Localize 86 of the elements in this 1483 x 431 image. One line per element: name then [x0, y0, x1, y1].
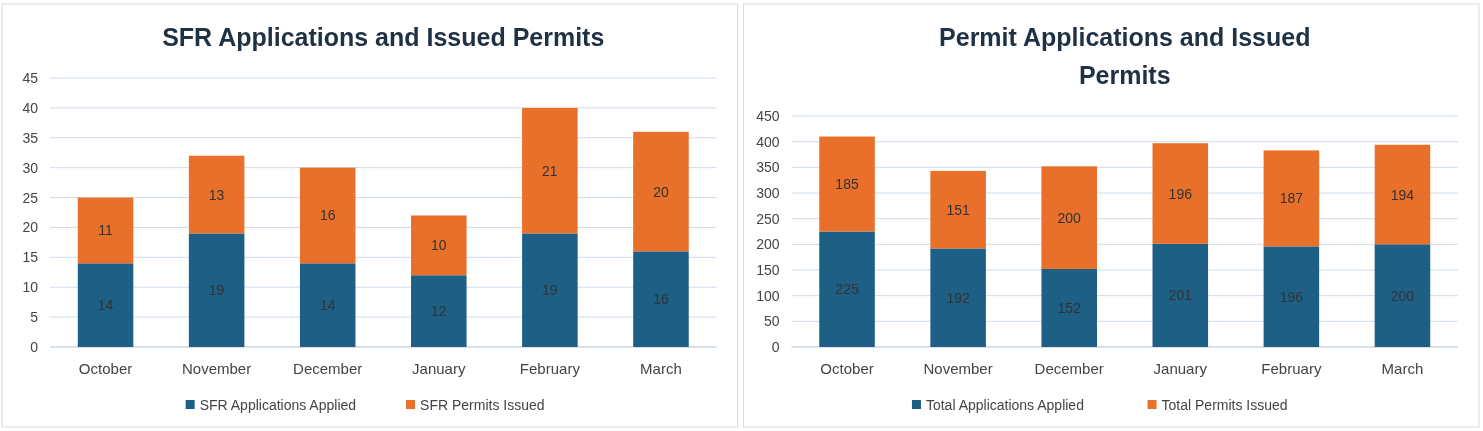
- data-label: 185: [835, 176, 859, 193]
- x-tick-label: March: [1381, 360, 1424, 377]
- legend-label: SFR Permits Issued: [420, 397, 545, 413]
- x-tick-label: February: [1261, 360, 1322, 377]
- bar: [633, 251, 689, 347]
- x-tick-label: December: [1034, 360, 1104, 377]
- legend-label: Total Applications Applied: [925, 397, 1084, 413]
- bar: [77, 263, 134, 347]
- y-tick-label: 5: [30, 309, 39, 326]
- bar: [522, 233, 578, 347]
- chart-title: SFR Applications and Issued Permits: [162, 23, 605, 51]
- bar: [930, 170, 986, 249]
- data-label: 151: [946, 201, 971, 218]
- bar: [299, 167, 356, 264]
- bar: [188, 233, 245, 347]
- bar: [188, 155, 245, 234]
- data-label: 196: [1279, 288, 1304, 305]
- y-tick-label: 30: [22, 159, 39, 176]
- y-tick-label: 10: [22, 279, 39, 296]
- bar: [1041, 268, 1097, 347]
- data-label: 13: [208, 186, 225, 203]
- y-tick-label: 45: [22, 70, 39, 86]
- data-label: 200: [1390, 287, 1415, 304]
- y-tick-label: 200: [756, 236, 780, 253]
- bar: [819, 136, 875, 232]
- bar: [1152, 143, 1209, 244]
- y-tick-label: 25: [22, 189, 39, 206]
- data-label: 19: [542, 282, 558, 299]
- y-tick-label: 0: [30, 339, 39, 355]
- y-tick-label: 100: [756, 287, 780, 304]
- data-label: 152: [1057, 299, 1082, 316]
- data-label: 16: [653, 291, 669, 308]
- x-tick-label: October: [820, 360, 874, 377]
- legend-label: SFR Applications Applied: [199, 397, 357, 413]
- data-label: 20: [653, 183, 669, 200]
- bar: [1263, 246, 1320, 347]
- bar: [1152, 243, 1209, 347]
- x-tick-label: January: [412, 360, 466, 377]
- legend-label: Total Permits Issued: [1161, 397, 1288, 413]
- bar: [299, 263, 356, 347]
- bar: [411, 215, 467, 276]
- y-tick-label: 300: [756, 185, 780, 201]
- bar: [633, 131, 689, 252]
- data-label: 200: [1057, 209, 1082, 226]
- data-label: 14: [97, 297, 114, 314]
- data-label: 201: [1168, 287, 1193, 304]
- x-tick-label: November: [923, 360, 993, 377]
- bar: [1374, 244, 1431, 347]
- data-label: 10: [431, 237, 447, 254]
- data-label: 192: [946, 289, 971, 306]
- data-label: 225: [835, 281, 859, 298]
- x-tick-label: November: [182, 360, 252, 377]
- x-tick-label: March: [640, 360, 682, 377]
- y-tick-label: 250: [756, 210, 780, 227]
- x-tick-label: February: [519, 360, 581, 377]
- data-label: 187: [1279, 190, 1304, 207]
- data-label: 194: [1390, 186, 1415, 203]
- bar: [1374, 144, 1431, 245]
- y-tick-label: 400: [756, 133, 780, 150]
- bar: [819, 231, 875, 347]
- y-tick-label: 450: [756, 108, 780, 124]
- chart-title: Permit Applications and Issued Permits: [939, 23, 1311, 89]
- data-label: 19: [208, 282, 225, 299]
- x-tick-label: January: [1153, 360, 1208, 377]
- bar: [77, 197, 134, 264]
- x-tick-label: December: [293, 360, 363, 377]
- data-label: 196: [1168, 185, 1193, 202]
- bar: [1263, 150, 1320, 247]
- y-tick-label: 20: [22, 219, 39, 236]
- data-label: 16: [319, 207, 336, 224]
- y-tick-label: 15: [22, 249, 39, 266]
- bar: [411, 275, 467, 347]
- y-tick-label: 40: [22, 99, 39, 116]
- y-tick-label: 50: [763, 313, 780, 330]
- data-label: 21: [542, 162, 558, 179]
- x-tick-label: October: [78, 360, 133, 377]
- data-label: 14: [319, 297, 336, 314]
- bar: [522, 107, 578, 234]
- y-tick-label: 150: [756, 262, 780, 278]
- data-label: 11: [98, 222, 114, 239]
- y-tick-label: 350: [756, 159, 780, 176]
- bar: [930, 248, 986, 347]
- y-tick-label: 0: [771, 339, 780, 355]
- bar: [1041, 166, 1097, 269]
- y-tick-label: 35: [22, 129, 39, 146]
- data-label: 12: [431, 303, 447, 320]
